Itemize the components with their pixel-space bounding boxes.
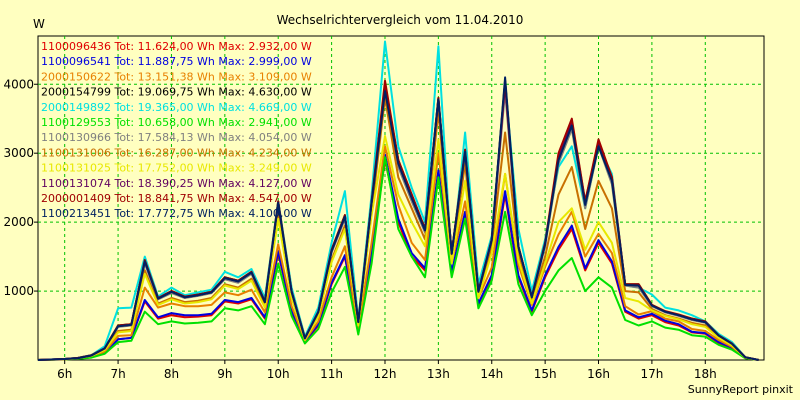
y-tick-label: 2000 xyxy=(3,215,34,229)
y-axis: 1000 2000 3000 4000 xyxy=(3,77,38,298)
y-tick-label: 3000 xyxy=(3,146,34,160)
credit-label: SunnyReport pinxit xyxy=(688,383,794,396)
chart-title: Wechselrichtervergleich vom 11.04.2010 xyxy=(277,13,524,27)
series-line-9 xyxy=(37,135,759,361)
grid xyxy=(38,36,764,360)
legend-entry: 2000001409 Tot: 18.841,75 Wh Max: 4.547,… xyxy=(41,192,312,205)
legend: 1100096436 Tot: 11.624,00 Wh Max: 2.932,… xyxy=(41,40,312,220)
x-tick-label: 13h xyxy=(427,367,450,381)
legend-entry: 1100213451 Tot: 17.772,75 Wh Max: 4.100,… xyxy=(41,207,312,220)
x-tick-label: 16h xyxy=(587,367,610,381)
y-tick-label: 1000 xyxy=(3,284,34,298)
series-line-1 xyxy=(37,159,759,361)
legend-entry: 1100130966 Tot: 17.584,13 Wh Max: 4.054,… xyxy=(41,131,312,144)
x-tick-label: 17h xyxy=(640,367,663,381)
series-line-8 xyxy=(37,97,759,361)
x-tick-label: 15h xyxy=(534,367,557,381)
series-line-12 xyxy=(37,76,759,361)
series-line-7 xyxy=(37,90,759,361)
x-tick-label: 7h xyxy=(110,367,125,381)
x-axis: 6h 7h 8h 9h 10h 11h 12h 13h 14h 15h 16h 17h 18h xyxy=(57,360,717,381)
legend-entry: 1100131074 Tot: 18.390,25 Wh Max: 4.127,… xyxy=(41,177,312,190)
x-tick-label: 9h xyxy=(217,367,232,381)
x-tick-label: 6h xyxy=(57,367,72,381)
x-tick-label: 14h xyxy=(480,367,503,381)
x-tick-label: 12h xyxy=(374,367,397,381)
legend-entry: 1100096541 Tot: 11.887,75 Wh Max: 2.999,… xyxy=(41,55,312,68)
y-tick-label: 4000 xyxy=(3,77,34,91)
series-line-2 xyxy=(37,153,759,361)
x-tick-label: 8h xyxy=(164,367,179,381)
legend-entry: 1100131006 Tot: 16.287,00 Wh Max: 4.234,… xyxy=(41,146,312,159)
series-line-6 xyxy=(37,156,759,361)
legend-entry: 1100096436 Tot: 11.624,00 Wh Max: 2.932,… xyxy=(41,40,312,53)
legend-entry: 2000149892 Tot: 19.365,00 Wh Max: 4.669,… xyxy=(41,101,312,114)
legend-entry: 1100129553 Tot: 10.658,00 Wh Max: 2.941,… xyxy=(41,116,312,129)
legend-entry: 2000154799 Tot: 19.069,75 Wh Max: 4.630,… xyxy=(41,86,312,99)
x-tick-label: 18h xyxy=(694,367,717,381)
series-line-3 xyxy=(37,145,759,361)
legend-entry: 1100131025 Tot: 17.752,00 Wh Max: 3.249,… xyxy=(41,162,312,175)
x-tick-label: 10h xyxy=(267,367,290,381)
x-tick-label: 11h xyxy=(320,367,343,381)
y-axis-unit: W xyxy=(33,17,45,31)
legend-entry: 2000150622 Tot: 13.151,38 Wh Max: 3.109,… xyxy=(41,70,312,83)
series-group xyxy=(37,40,759,361)
